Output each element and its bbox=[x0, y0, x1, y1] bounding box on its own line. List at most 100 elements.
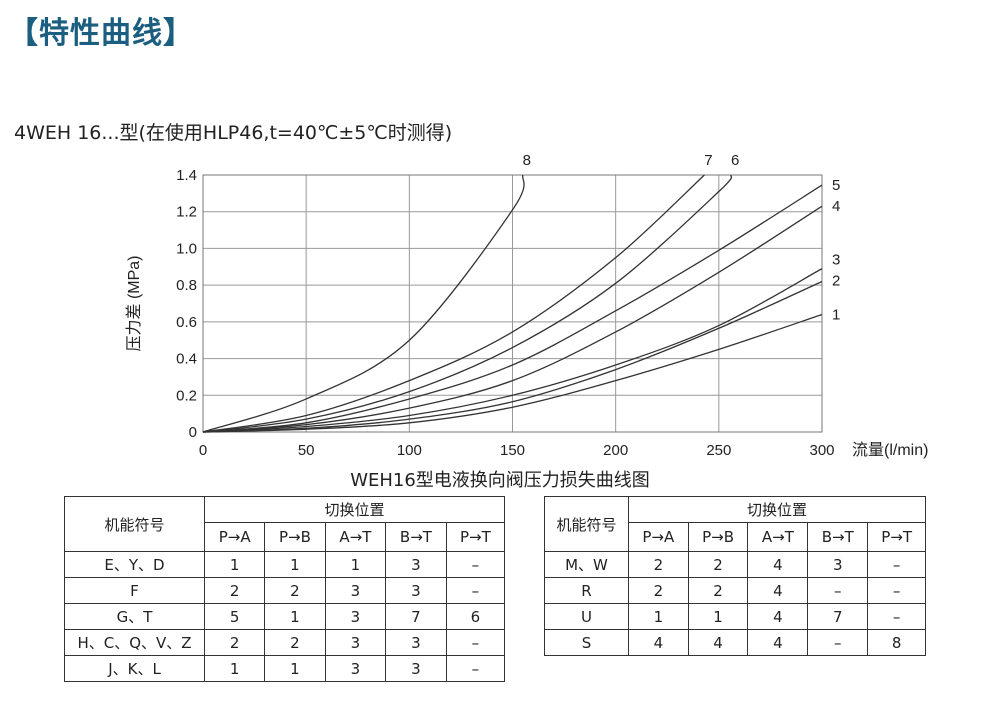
group-header-switch-position: 切换位置 bbox=[204, 496, 505, 523]
table-cell: S bbox=[544, 629, 629, 656]
table-cell: 1 bbox=[687, 603, 749, 630]
column-header: B→T bbox=[807, 522, 869, 552]
table-cell: 6 bbox=[445, 603, 506, 630]
curve-label-7: 7 bbox=[704, 152, 712, 169]
table-cell: 1 bbox=[203, 655, 266, 682]
function-table-left: 机能符号 切换位置 P→A P→B A→T B→T P→T E、Y、D 1 1 1 3– F 2 2 3 3– G… bbox=[64, 496, 506, 682]
table-cell: 4 bbox=[747, 603, 809, 630]
y-tick-label: 1.0 bbox=[176, 240, 197, 257]
y-tick-label: 1.4 bbox=[176, 167, 197, 184]
table-row: R 2 2 4– – bbox=[544, 577, 926, 604]
curve-label-1: 1 bbox=[832, 307, 840, 324]
table-cell: 1 bbox=[264, 603, 326, 630]
table-cell: 7 bbox=[385, 603, 447, 630]
col-header-function: 机能符号 bbox=[64, 496, 205, 552]
x-tick-label: 100 bbox=[397, 442, 422, 459]
table-cell: 1 bbox=[264, 551, 326, 578]
table-cell: 1 bbox=[264, 655, 326, 682]
function-table-right: 机能符号 切换位置 P→A P→B A→T B→T P→T M、W 2 2 4 3– R 2 2 4– – U 1 1… bbox=[544, 496, 926, 656]
table-row: F 2 2 3 3– bbox=[64, 577, 506, 604]
table-cell: U bbox=[544, 603, 629, 630]
col-header-function: 机能符号 bbox=[544, 496, 629, 552]
curve-5 bbox=[202, 184, 823, 433]
table-cell: – bbox=[445, 655, 506, 682]
column-header: P→T bbox=[867, 522, 926, 552]
y-tick-label: 0.8 bbox=[176, 277, 197, 294]
table-cell: 2 bbox=[628, 551, 689, 578]
y-tick-label: 1.2 bbox=[176, 204, 197, 221]
curve-2 bbox=[202, 280, 823, 433]
curve-label-8: 8 bbox=[523, 152, 531, 169]
table-cell: 7 bbox=[807, 603, 869, 630]
curves bbox=[202, 174, 823, 433]
table-cell: 3 bbox=[324, 629, 387, 656]
table-cell: 4 bbox=[747, 577, 809, 604]
x-tick-label: 0 bbox=[199, 442, 207, 459]
y-tick-label: 0 bbox=[189, 424, 197, 441]
curve-label-6: 6 bbox=[731, 152, 739, 169]
pressure-loss-chart: 0 50 100 150 200 250 300 0 0.2 0.4 0.6 0.8 1.0 1.2 1.4… bbox=[125, 152, 928, 459]
column-header: B→T bbox=[385, 522, 447, 552]
table-cell: – bbox=[867, 551, 926, 578]
table-cell: – bbox=[807, 629, 869, 656]
table-cell: 1 bbox=[324, 551, 387, 578]
curve-4 bbox=[202, 205, 823, 433]
column-header: P→B bbox=[264, 522, 326, 552]
table-cell: 3 bbox=[324, 577, 387, 604]
table-cell: H、C、Q、V、Z bbox=[64, 629, 205, 656]
x-tick-label: 250 bbox=[706, 442, 731, 459]
y-tick-label: 0.4 bbox=[176, 351, 197, 368]
table-cell: 2 bbox=[203, 577, 266, 604]
table-cell: 2 bbox=[687, 577, 749, 604]
curve-3 bbox=[202, 268, 823, 433]
table-cell: – bbox=[867, 603, 926, 630]
column-header: P→A bbox=[628, 522, 689, 552]
table-cell: – bbox=[445, 551, 506, 578]
x-tick-label: 300 bbox=[809, 442, 834, 459]
column-header: A→T bbox=[747, 522, 809, 552]
curve-7 bbox=[202, 174, 705, 433]
table-cell: – bbox=[867, 577, 926, 604]
curve-label-5: 5 bbox=[832, 177, 840, 194]
plot-frame bbox=[202, 174, 823, 433]
column-header: P→A bbox=[203, 522, 266, 552]
table-row: J、K、L 1 1 3 3– bbox=[64, 655, 506, 682]
x-tick-label: 50 bbox=[298, 442, 315, 459]
table-cell: M、W bbox=[544, 551, 629, 578]
table-cell: 4 bbox=[628, 629, 689, 656]
curve-label-3: 3 bbox=[832, 252, 840, 269]
table-cell: 5 bbox=[203, 603, 266, 630]
table-cell: J、K、L bbox=[64, 655, 205, 682]
table-cell: 3 bbox=[385, 577, 447, 604]
table-cell: G、T bbox=[64, 603, 205, 630]
x-tick-label: 200 bbox=[603, 442, 628, 459]
table-cell: – bbox=[445, 577, 506, 604]
table-cell: 2 bbox=[264, 629, 326, 656]
table-cell: 2 bbox=[687, 551, 749, 578]
column-header: P→T bbox=[445, 522, 506, 552]
group-header-switch-position: 切换位置 bbox=[628, 496, 926, 523]
table-cell: 3 bbox=[324, 603, 387, 630]
chart-caption: WEH16型电液换向阀压力损失曲线图 bbox=[350, 470, 650, 491]
chart-subtitle: 4WEH 16...型(在使用HLP46,t=40℃±5℃时测得) bbox=[14, 122, 453, 144]
curve-8 bbox=[202, 174, 525, 433]
table-cell: 3 bbox=[385, 629, 447, 656]
table-cell: 2 bbox=[264, 577, 326, 604]
y-axis-label: 压力差 (MPa) bbox=[125, 255, 143, 351]
column-header: A→T bbox=[324, 522, 387, 552]
table-cell: F bbox=[64, 577, 205, 604]
table-cell: 4 bbox=[747, 629, 809, 656]
table-row: S 4 4 4–8 bbox=[544, 629, 926, 656]
grid bbox=[202, 174, 823, 433]
table-cell: 4 bbox=[747, 551, 809, 578]
table-cell: 3 bbox=[385, 551, 447, 578]
table-cell: 3 bbox=[324, 655, 387, 682]
table-cell: E、Y、D bbox=[64, 551, 205, 578]
curve-1 bbox=[202, 313, 823, 433]
table-cell: 4 bbox=[687, 629, 749, 656]
x-axis-label: 流量(l/min) bbox=[852, 441, 928, 459]
table-cell: 3 bbox=[385, 655, 447, 682]
table-cell: 2 bbox=[203, 629, 266, 656]
curve-label-4: 4 bbox=[832, 198, 840, 215]
table-cell: R bbox=[544, 577, 629, 604]
